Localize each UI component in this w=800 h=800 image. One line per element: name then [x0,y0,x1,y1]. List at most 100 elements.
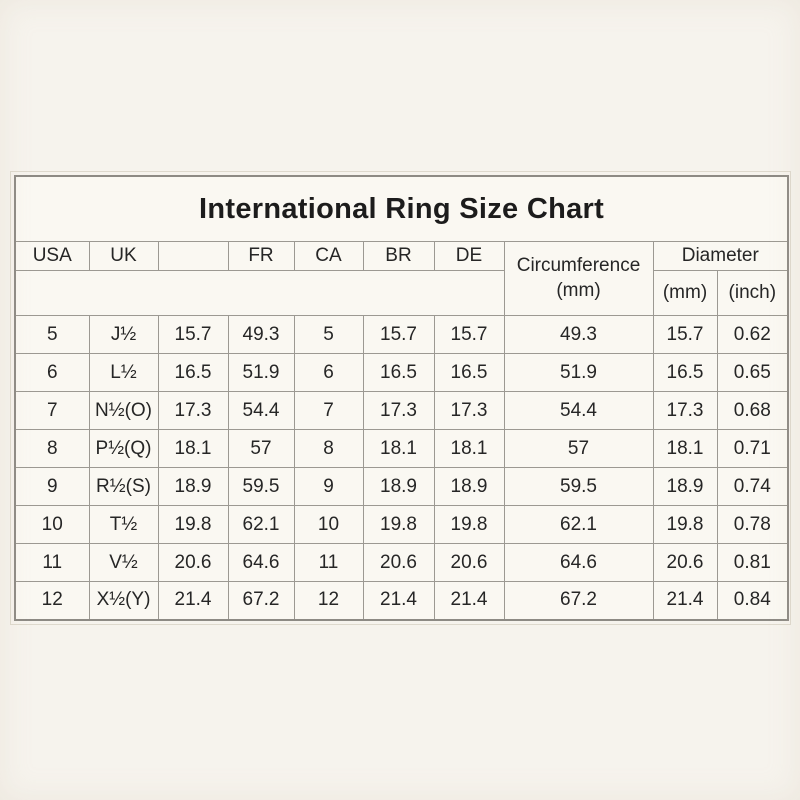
header-gap-cell [14,270,505,316]
header-br: BR [362,241,435,271]
table-cell: 0.74 [716,467,789,506]
table-cell: 19.8 [157,505,229,544]
table-cell: 49.3 [227,315,295,354]
table-cell: 49.3 [503,315,654,354]
header-diameter: Diameter [652,241,789,271]
table-cell: 59.5 [503,467,654,506]
table-cell: 17.3 [362,391,435,430]
table-row: 9 R½(S) 18.9 59.5 9 18.9 18.9 59.5 18.9 0.74 [14,467,789,506]
table-cell: 21.4 [157,581,229,620]
table-cell: 15.7 [362,315,435,354]
table-cell: 18.9 [157,467,229,506]
table-cell: 8 [14,429,90,468]
table-cell: 20.6 [433,543,505,582]
table-cell: 18.9 [362,467,435,506]
table-cell: 10 [14,505,90,544]
table-cell: 17.3 [433,391,505,430]
table-cell: 62.1 [227,505,295,544]
table-cell: 19.8 [362,505,435,544]
table-cell: 5 [14,315,90,354]
table-cell: 21.4 [652,581,718,620]
table-cell: 16.5 [652,353,718,392]
table-cell: N½(O) [88,391,159,430]
table-cell: V½ [88,543,159,582]
table-cell: 0.68 [716,391,789,430]
table-cell: X½(Y) [88,581,159,620]
table-cell: 15.7 [157,315,229,354]
table-cell: 20.6 [362,543,435,582]
table-cell: 57 [503,429,654,468]
table-cell: 51.9 [227,353,295,392]
header-row-1: USA UK FR CA BR DE Circumference (mm) Di… [14,241,789,316]
ring-size-chart-card: International Ring Size Chart USA UK FR … [10,171,791,625]
table-cell: 7 [293,391,364,430]
table-cell: 17.3 [652,391,718,430]
header-de: DE [433,241,505,271]
table-cell: 15.7 [433,315,505,354]
table-cell: 18.1 [157,429,229,468]
table-row: 5 J½ 15.7 49.3 5 15.7 15.7 49.3 15.7 0.62 [14,315,789,354]
header-fr: FR [227,241,295,271]
table-cell: 0.78 [716,505,789,544]
circumference-label: Circumference [516,254,641,276]
chart-title: International Ring Size Chart [14,175,789,242]
table-cell: 18.1 [433,429,505,468]
table-cell: 16.5 [157,353,229,392]
table-cell: 12 [293,581,364,620]
table-cell: 0.65 [716,353,789,392]
table-row: 7 N½(O) 17.3 54.4 7 17.3 17.3 54.4 17.3 0.68 [14,391,789,430]
table-cell: T½ [88,505,159,544]
table-cell: 0.71 [716,429,789,468]
ring-size-table: International Ring Size Chart USA UK FR … [14,175,790,621]
header-diameter-inch: (inch) [716,270,789,316]
table-row: 10 T½ 19.8 62.1 10 19.8 19.8 62.1 19.8 0.78 [14,505,789,544]
table-cell: 18.9 [652,467,718,506]
table-cell: 15.7 [652,315,718,354]
table-cell: 64.6 [503,543,654,582]
table-cell: 7 [14,391,90,430]
table-row: 8 P½(Q) 18.1 57 8 18.1 18.1 57 18.1 0.71 [14,429,789,468]
table-cell: 0.81 [716,543,789,582]
table-cell: 21.4 [362,581,435,620]
table-cell: 0.84 [716,581,789,620]
header-usa: USA [14,241,90,271]
table-cell: 21.4 [433,581,505,620]
table-cell: L½ [88,353,159,392]
title-row: International Ring Size Chart [14,175,789,242]
table-cell: 0.62 [716,315,789,354]
table-cell: 8 [293,429,364,468]
header-row-2: (mm) (inch) [14,270,789,316]
table-cell: 62.1 [503,505,654,544]
table-row: 11 V½ 20.6 64.6 11 20.6 20.6 64.6 20.6 0.81 [14,543,789,582]
header-circumference: Circumference (mm) [503,241,654,316]
table-cell: 5 [293,315,364,354]
circumference-unit: (mm) [556,279,601,301]
header-ca: CA [293,241,364,271]
table-cell: 67.2 [227,581,295,620]
table-cell: R½(S) [88,467,159,506]
table-row: 12 X½(Y) 21.4 67.2 12 21.4 21.4 67.2 21.4 0.84 [14,581,789,620]
table-cell: 54.4 [227,391,295,430]
table-cell: 19.8 [433,505,505,544]
table-cell: 17.3 [157,391,229,430]
header-uk: UK [88,241,159,271]
table-cell: 18.1 [362,429,435,468]
header-diameter-mm: (mm) [652,270,718,316]
table-cell: 6 [293,353,364,392]
table-cell: 20.6 [652,543,718,582]
table-cell: 57 [227,429,295,468]
header-blank [157,241,229,271]
table-cell: 64.6 [227,543,295,582]
table-cell: 9 [293,467,364,506]
table-cell: 16.5 [362,353,435,392]
table-cell: 19.8 [652,505,718,544]
table-cell: 51.9 [503,353,654,392]
table-cell: 59.5 [227,467,295,506]
table-cell: 67.2 [503,581,654,620]
table-cell: P½(Q) [88,429,159,468]
table-cell: 9 [14,467,90,506]
table-cell: 20.6 [157,543,229,582]
table-cell: 11 [293,543,364,582]
table-cell: 16.5 [433,353,505,392]
table-cell: 11 [14,543,90,582]
